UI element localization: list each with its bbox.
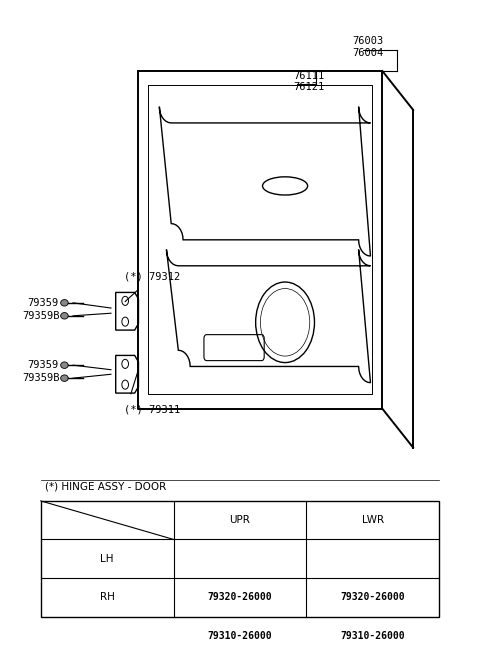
Text: 79310-26000: 79310-26000 [208, 631, 272, 641]
Text: 79310-26000: 79310-26000 [340, 631, 405, 641]
Text: (*) HINGE ASSY - DOOR: (*) HINGE ASSY - DOOR [46, 481, 167, 491]
Text: 79359B: 79359B [23, 373, 60, 383]
Ellipse shape [60, 312, 68, 319]
Text: (*) 79312: (*) 79312 [124, 272, 180, 282]
Text: 76111
76121: 76111 76121 [293, 71, 324, 92]
Bar [41, 501, 439, 616]
Text: (*) 79311: (*) 79311 [124, 405, 180, 415]
Ellipse shape [60, 375, 68, 381]
Text: 79359: 79359 [27, 298, 59, 308]
Text: 79359: 79359 [27, 360, 59, 370]
Text: 79320-26000: 79320-26000 [340, 592, 405, 602]
Text: RH: RH [100, 592, 115, 602]
Ellipse shape [60, 362, 68, 368]
Text: LWR: LWR [362, 515, 384, 525]
Text: LH: LH [100, 553, 114, 564]
Text: 79359B: 79359B [23, 311, 60, 321]
Text: 79320-26000: 79320-26000 [208, 592, 272, 602]
Text: UPR: UPR [229, 515, 251, 525]
Text: 76003
76004: 76003 76004 [352, 37, 384, 58]
Ellipse shape [60, 299, 68, 306]
